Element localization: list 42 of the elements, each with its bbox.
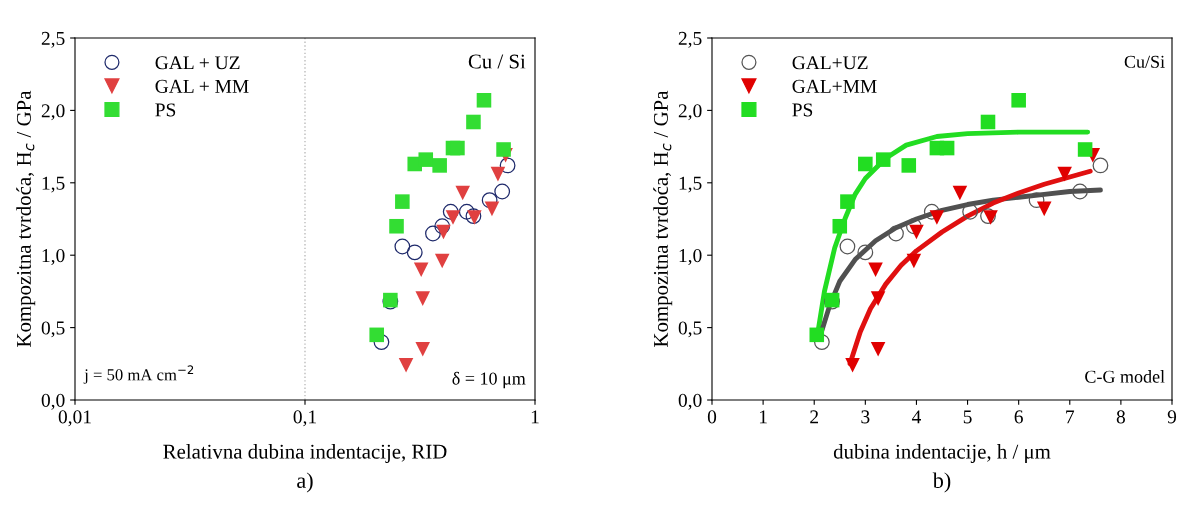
y-tick-label: 2,5 xyxy=(678,31,702,48)
x-axis-title: Relativna dubina indentacije, RID xyxy=(163,444,447,463)
x-tick-label: 0,01 xyxy=(58,410,91,427)
x-tick-label: 0,1 xyxy=(293,410,316,427)
x-axis-title: dubina indentacije, h / μm xyxy=(833,444,1051,463)
legend-label: PS xyxy=(792,103,813,117)
y-axis-title: Kompozitna tvrdoća, H$_{c}$ / GPa xyxy=(653,90,673,347)
legend-label: PS xyxy=(155,103,176,117)
legend-label: GAL + MM xyxy=(155,79,249,93)
y-tick-label: 1,0 xyxy=(679,249,702,265)
text: b) xyxy=(932,472,951,493)
annotation: j = 50 mA cm$^{−2}$ xyxy=(83,365,194,384)
x-tick-label: 6 xyxy=(1014,410,1023,424)
legend-label: GAL+MM xyxy=(792,79,877,93)
y-tick-label: 1,0 xyxy=(42,249,65,265)
annotation: Cu/Si xyxy=(1124,55,1165,68)
y-tick-label: 2,5 xyxy=(41,31,65,48)
x-tick-label: 1 xyxy=(759,410,767,424)
y-tick-label: 0,5 xyxy=(41,321,65,338)
y-tick-label: 0,5 xyxy=(678,321,702,338)
annotation: C-G model xyxy=(1085,370,1165,383)
annotation: Cu / Si xyxy=(468,54,526,69)
legend-label: GAL + UZ xyxy=(155,56,240,70)
x-tick-label: 5 xyxy=(963,410,972,424)
x-tick-label: 0 xyxy=(707,410,717,424)
x-tick-label: 3 xyxy=(861,410,870,424)
y-tick-label: 1,5 xyxy=(679,176,702,193)
annotation: δ = 10 μm xyxy=(452,371,526,389)
y-tick-label: 0,0 xyxy=(41,393,65,410)
x-tick-label: 7 xyxy=(1066,410,1075,424)
y-tick-label: 1,5 xyxy=(42,176,65,193)
y-axis-title: Kompozitna tvrdoća, H$_{c}$ / GPa xyxy=(16,90,36,347)
legend-label: GAL+UZ xyxy=(792,56,868,70)
x-tick-label: 1 xyxy=(531,410,539,424)
x-tick-label: 9 xyxy=(1167,410,1177,424)
x-tick-label: 8 xyxy=(1116,410,1126,424)
y-tick-label: 2,0 xyxy=(41,104,65,121)
x-tick-label: 4 xyxy=(911,410,921,424)
x-tick-label: 2 xyxy=(810,410,819,424)
y-tick-label: 0,0 xyxy=(678,393,702,410)
y-tick-label: 2,0 xyxy=(678,104,702,121)
text: a) xyxy=(297,472,313,493)
